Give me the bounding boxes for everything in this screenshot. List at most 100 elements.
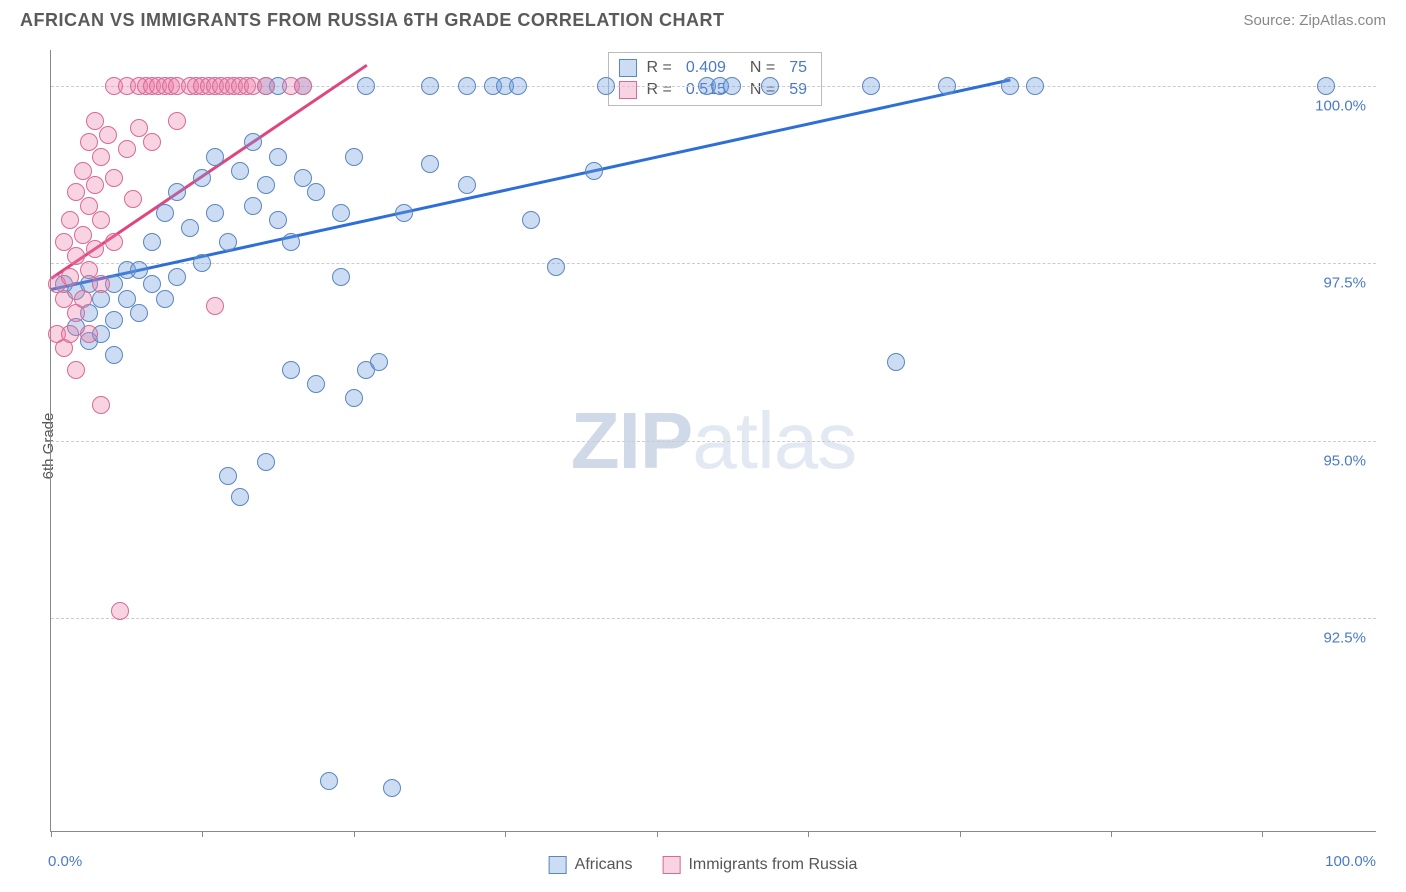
scatter-point	[345, 389, 363, 407]
x-tick	[960, 831, 961, 837]
scatter-point	[307, 375, 325, 393]
scatter-point	[345, 148, 363, 166]
scatter-point	[206, 297, 224, 315]
scatter-point	[92, 211, 110, 229]
scatter-point	[294, 77, 312, 95]
x-axis-max-label: 100.0%	[1325, 853, 1376, 870]
y-tick-label: 100.0%	[1315, 97, 1366, 114]
source-attribution: Source: ZipAtlas.com	[1243, 12, 1386, 29]
scatter-point	[522, 211, 540, 229]
scatter-point	[206, 204, 224, 222]
scatter-point	[1001, 77, 1019, 95]
scatter-point	[357, 77, 375, 95]
scatter-point	[61, 325, 79, 343]
scatter-point	[723, 77, 741, 95]
scatter-point	[761, 77, 779, 95]
scatter-point	[887, 353, 905, 371]
scatter-point	[156, 290, 174, 308]
legend-label: Immigrants from Russia	[688, 856, 857, 874]
scatter-point	[395, 204, 413, 222]
scatter-point	[143, 133, 161, 151]
gridline	[51, 263, 1376, 264]
scatter-point	[74, 290, 92, 308]
scatter-point	[282, 361, 300, 379]
scatter-point	[509, 77, 527, 95]
scatter-point	[938, 77, 956, 95]
scatter-point	[105, 169, 123, 187]
legend-swatch-icon	[619, 81, 637, 99]
scatter-point	[1026, 77, 1044, 95]
stat-r-prefix: R =	[647, 81, 672, 99]
legend-swatch-icon	[662, 856, 680, 874]
scatter-point	[257, 176, 275, 194]
scatter-point	[105, 233, 123, 251]
scatter-point	[458, 176, 476, 194]
scatter-point	[193, 254, 211, 272]
scatter-point	[370, 353, 388, 371]
scatter-point	[168, 112, 186, 130]
gridline	[51, 441, 1376, 442]
scatter-point	[86, 240, 104, 258]
scatter-point	[219, 233, 237, 251]
legend-swatch-icon	[549, 856, 567, 874]
x-tick	[505, 831, 506, 837]
scatter-point	[156, 204, 174, 222]
scatter-point	[257, 77, 275, 95]
x-tick	[1262, 831, 1263, 837]
chart-title: AFRICAN VS IMMIGRANTS FROM RUSSIA 6TH GR…	[20, 10, 725, 31]
scatter-point	[332, 268, 350, 286]
scatter-point	[1317, 77, 1335, 95]
scatter-plot-area: ZIPatlas R =0.409N =75R =0.515N =59 100.…	[50, 50, 1376, 832]
x-tick	[202, 831, 203, 837]
scatter-point	[269, 148, 287, 166]
scatter-point	[206, 148, 224, 166]
x-tick	[1111, 831, 1112, 837]
scatter-point	[118, 140, 136, 158]
scatter-point	[547, 258, 565, 276]
scatter-point	[244, 133, 262, 151]
scatter-point	[597, 77, 615, 95]
scatter-point	[458, 77, 476, 95]
scatter-point	[282, 233, 300, 251]
scatter-point	[92, 275, 110, 293]
legend-item-africans: Africans	[549, 856, 633, 874]
scatter-point	[231, 488, 249, 506]
scatter-point	[585, 162, 603, 180]
scatter-point	[231, 162, 249, 180]
scatter-point	[421, 155, 439, 173]
x-tick	[808, 831, 809, 837]
x-tick	[354, 831, 355, 837]
scatter-point	[105, 346, 123, 364]
scatter-point	[383, 779, 401, 797]
scatter-point	[269, 211, 287, 229]
series-legend: Africans Immigrants from Russia	[549, 856, 858, 874]
scatter-point	[124, 190, 142, 208]
scatter-point	[307, 183, 325, 201]
scatter-point	[244, 197, 262, 215]
stat-r-prefix: R =	[647, 59, 672, 77]
scatter-point	[92, 148, 110, 166]
scatter-point	[61, 268, 79, 286]
scatter-point	[168, 268, 186, 286]
stat-n-prefix: N =	[750, 59, 775, 77]
stat-n-value: 59	[789, 81, 807, 99]
scatter-point	[257, 453, 275, 471]
stat-legend-row: R =0.409N =75	[619, 57, 812, 79]
legend-swatch-icon	[619, 59, 637, 77]
gridline	[51, 618, 1376, 619]
stat-r-value: 0.409	[686, 59, 726, 77]
legend-item-russia: Immigrants from Russia	[662, 856, 857, 874]
scatter-point	[181, 219, 199, 237]
y-tick-label: 97.5%	[1323, 275, 1366, 292]
scatter-point	[143, 233, 161, 251]
scatter-point	[105, 311, 123, 329]
y-tick-label: 95.0%	[1323, 452, 1366, 469]
scatter-point	[320, 772, 338, 790]
scatter-point	[92, 396, 110, 414]
scatter-point	[67, 361, 85, 379]
y-tick-label: 92.5%	[1323, 630, 1366, 647]
scatter-point	[86, 176, 104, 194]
scatter-point	[111, 602, 129, 620]
legend-label: Africans	[575, 856, 633, 874]
scatter-point	[219, 467, 237, 485]
